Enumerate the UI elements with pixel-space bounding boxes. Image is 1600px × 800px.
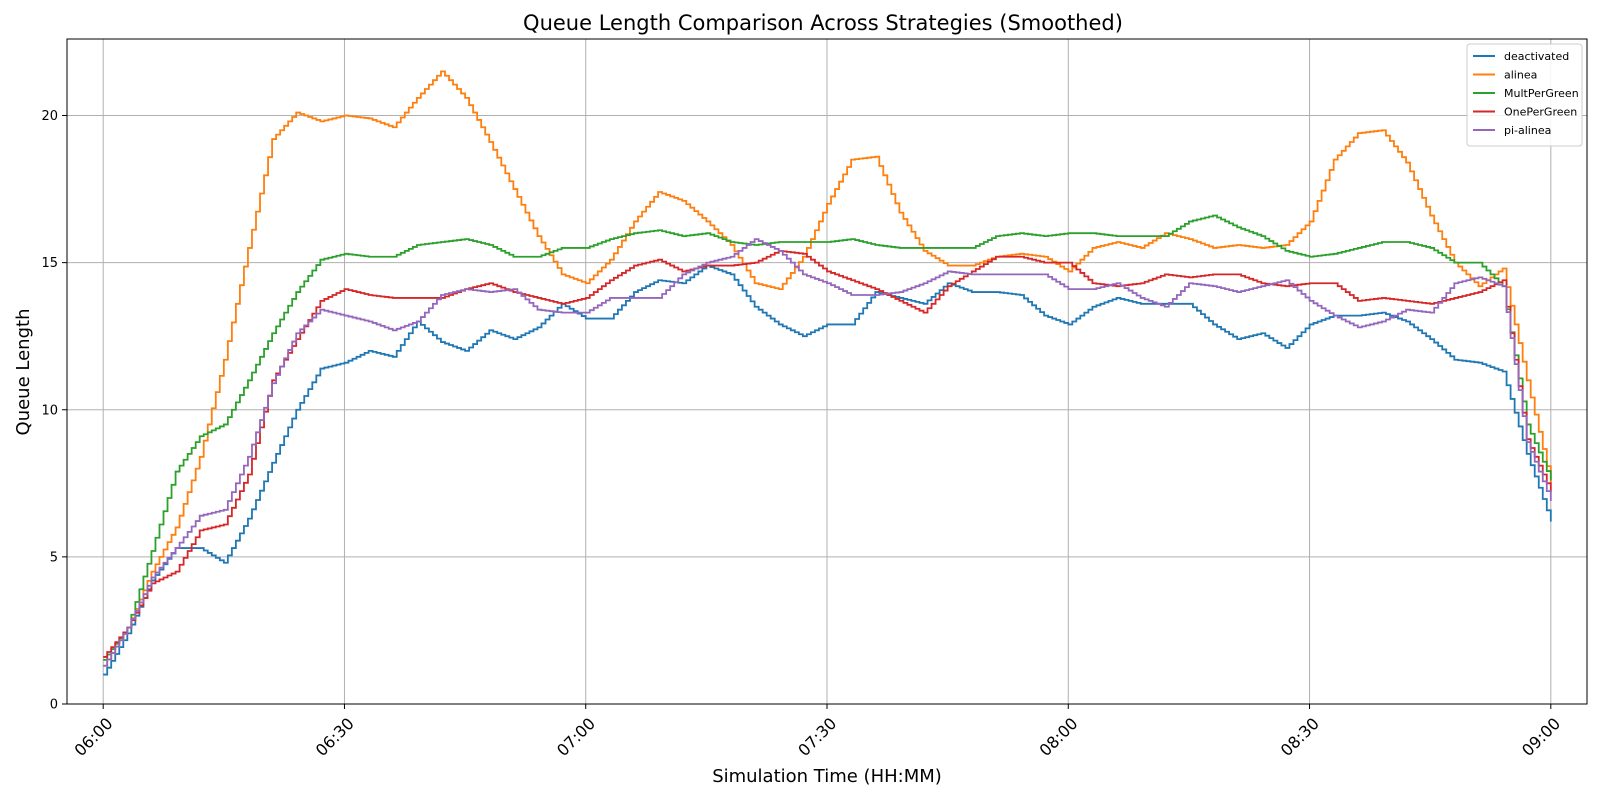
series-line-alinea: [103, 70, 1552, 667]
series-line-pi-alinea: [103, 238, 1552, 667]
x-axis-label: Simulation Time (HH:MM): [712, 766, 942, 787]
series-line-multpergreen: [103, 214, 1552, 661]
y-tick-label: 0: [50, 698, 58, 713]
x-tick-label: 07:30: [794, 714, 840, 760]
x-tick-label: 06:00: [70, 714, 116, 760]
axis-ticks: 06:00 06:30 07:00 07:30 08:00 08:30 09:00 0 5 10 1…: [41, 109, 1564, 760]
legend-label: pi-alinea: [1504, 124, 1551, 137]
x-tick-label: 07:00: [553, 714, 599, 760]
series-line-deactivated: [103, 264, 1552, 676]
chart-title: Queue Length Comparison Across Strategie…: [523, 11, 1123, 35]
legend-label: alinea: [1504, 69, 1537, 82]
series-line-onepergreen: [103, 249, 1552, 658]
x-tick-label: 06:30: [312, 714, 358, 760]
legend: deactivated alinea MultPerGreen OnePerGreen…: [1466, 43, 1583, 147]
y-tick-label: 10: [41, 403, 58, 418]
y-tick-label: 20: [41, 109, 58, 124]
y-axis-label: Queue Length: [13, 309, 34, 436]
legend-label: MultPerGreen: [1504, 87, 1579, 100]
legend-label: OnePerGreen: [1504, 106, 1577, 119]
x-tick-label: 09:00: [1518, 714, 1564, 760]
legend-label: deactivated: [1504, 50, 1569, 63]
x-tick-label: 08:30: [1277, 714, 1323, 760]
y-tick-label: 5: [50, 550, 58, 565]
legend-box: [1466, 43, 1583, 147]
grid-lines: [67, 39, 1587, 705]
series-group: [103, 70, 1552, 676]
y-tick-label: 15: [41, 256, 58, 271]
x-tick-label: 08:00: [1036, 714, 1082, 760]
